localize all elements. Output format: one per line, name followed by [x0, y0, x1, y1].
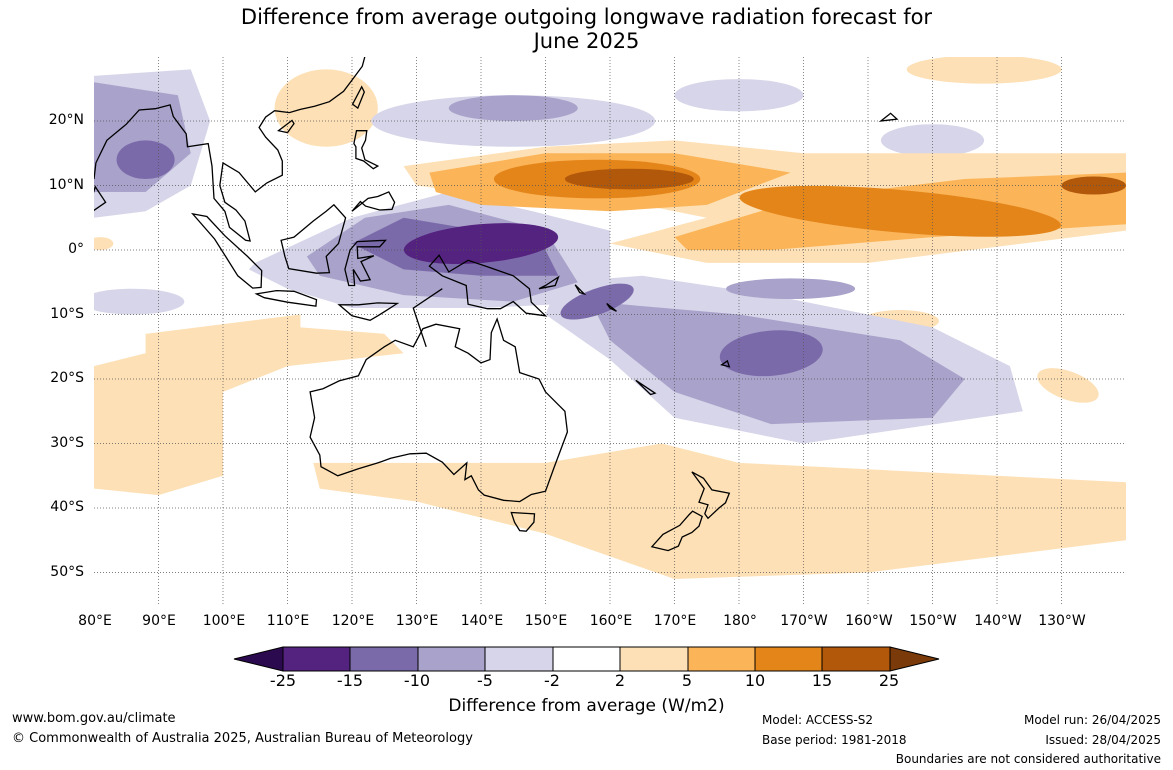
anomaly-region: [94, 237, 114, 250]
lon-label: 170°E: [653, 613, 697, 629]
new-zealand-north-coast: [691, 471, 731, 520]
anomaly-region: [1037, 368, 1099, 403]
australia-coast: [309, 317, 569, 503]
lat-label: 20°S: [50, 370, 84, 386]
anomaly-region: [726, 278, 856, 300]
sulawesi-coast: [344, 239, 388, 287]
anomaly-region: [674, 79, 804, 112]
lat-label: 10°S: [50, 306, 84, 322]
new-guinea-coast: [428, 254, 548, 317]
lon-label: 130°W: [1038, 613, 1086, 629]
colorbar-segment: [349, 646, 419, 672]
colorbar-extend-low: [233, 646, 284, 672]
anomaly-region: [880, 124, 985, 157]
colorbar-title: Difference from average (W/m2): [448, 696, 725, 716]
colorbar: [233, 646, 940, 672]
colorbar-tick-label: -5: [477, 671, 493, 690]
colorbar-segment: [754, 646, 823, 672]
copyright-text: © Commonwealth of Australia 2025, Austra…: [12, 731, 473, 746]
lat-label: 10°N: [48, 177, 84, 193]
borneo-coast: [280, 203, 347, 274]
anomaly-region: [313, 443, 1126, 579]
lon-label: 100°E: [202, 613, 246, 629]
anomaly-region: [274, 69, 378, 147]
anomaly-region: [564, 168, 694, 190]
lon-label: 160°W: [845, 613, 893, 629]
luzon-coast: [353, 130, 380, 170]
lon-label: 160°E: [589, 613, 633, 629]
lon-label: 130°E: [395, 613, 439, 629]
colorbar-tick-label: 25: [878, 671, 900, 690]
chart-title-line-1: Difference from average outgoing longwav…: [240, 5, 933, 29]
coastlines: [94, 57, 899, 552]
anomaly-region: [448, 95, 578, 121]
java-coast: [254, 289, 318, 307]
colorbar-segment: [619, 646, 689, 672]
lat-label: 20°N: [48, 112, 84, 128]
colorbar-tick-label: -10: [403, 671, 431, 690]
tasmania-coast: [510, 511, 536, 532]
colorbar-extend-high: [889, 646, 940, 672]
anomaly-region: [94, 288, 185, 315]
lon-label: 140°W: [974, 613, 1022, 629]
lon-label: 170°W: [780, 613, 828, 629]
anomaly-region: [560, 283, 634, 320]
colorbar-segment: [484, 646, 554, 672]
anomaly-region: [116, 140, 175, 180]
arafura-fragment: [412, 288, 443, 348]
lesser-sunda-coast: [337, 302, 400, 321]
hawaii-coast: [878, 112, 899, 122]
colorbar-tick-label: 5: [681, 671, 693, 690]
colorbar-segment: [417, 646, 486, 672]
graticule: [94, 57, 1126, 605]
model-run-date: Model run: 26/04/2025: [1023, 713, 1161, 727]
anomaly-region: [739, 185, 1061, 237]
lon-label: 180°: [723, 613, 757, 629]
asia-mainland-coast: [94, 57, 366, 242]
anomaly-region: [94, 327, 404, 496]
issued-date: Issued: 28/04/2025: [1045, 733, 1161, 747]
colorbar-tick-label: -2: [544, 671, 560, 690]
colorbar-tick-label: 2: [614, 671, 626, 690]
lon-label: 120°E: [331, 613, 375, 629]
bougainville-coast: [574, 284, 587, 296]
new-zealand-south-coast: [650, 510, 703, 552]
lon-label: 150°E: [524, 613, 568, 629]
lon-label: 90°E: [142, 613, 176, 629]
lon-label: 110°E: [266, 613, 310, 629]
colorbar-tick-label: 10: [744, 671, 766, 690]
lat-label: 50°S: [50, 564, 84, 580]
lat-label: 0°: [68, 241, 84, 257]
new-britain-coast: [538, 275, 560, 290]
colorbar-segment: [821, 646, 891, 672]
base-period: Base period: 1981-2018: [762, 733, 907, 747]
anomaly-region: [906, 57, 1062, 84]
colorbar-tick-label: -25: [269, 671, 297, 690]
anomaly-region: [719, 330, 823, 377]
hainan-coast: [276, 119, 295, 134]
colorbar-tick-label: -15: [336, 671, 364, 690]
colorbar-tick-label: 15: [811, 671, 833, 690]
colorbar-segment: [687, 646, 756, 672]
lat-label: 40°S: [50, 499, 84, 515]
sri-lanka-coast: [94, 185, 107, 212]
new-caledonia-coast: [635, 379, 657, 396]
website-link[interactable]: www.bom.gov.au/climate: [12, 711, 176, 726]
model-name: Model: ACCESS-S2: [762, 713, 874, 727]
lon-label: 140°E: [460, 613, 504, 629]
lat-label: 30°S: [50, 435, 84, 451]
fiji-coast: [720, 359, 731, 368]
solomons-coast: [606, 302, 617, 312]
lon-label: 150°W: [909, 613, 957, 629]
mindanao-coast: [351, 191, 396, 212]
boundaries-disclaimer: Boundaries are not considered authoritat…: [895, 752, 1161, 766]
taiwan-coast: [351, 85, 366, 110]
colorbar-segment: [552, 646, 621, 672]
sumatra-coast: [190, 212, 263, 289]
lon-label: 80°E: [78, 613, 112, 629]
colorbar-segment: [282, 646, 351, 672]
chart-title-line-2: June 2025: [533, 29, 640, 53]
